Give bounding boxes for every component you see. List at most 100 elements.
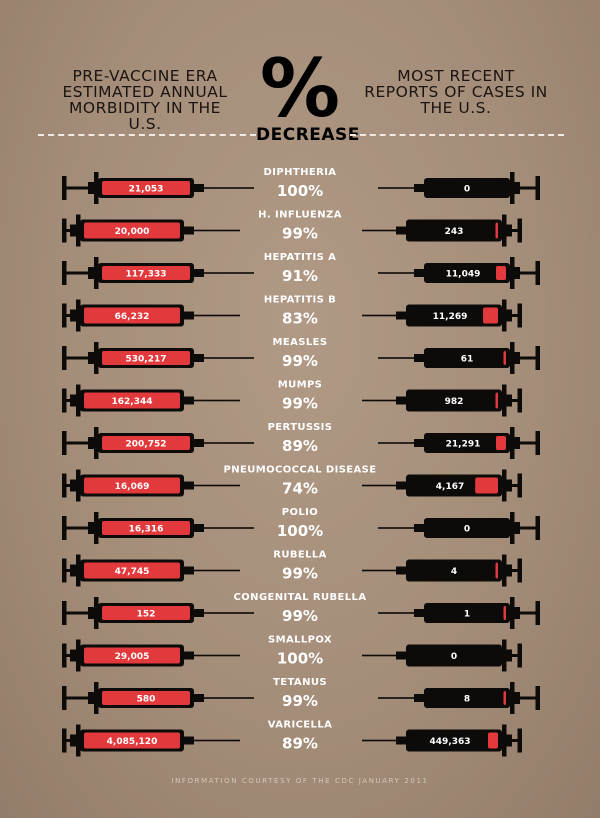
finger-flange <box>94 427 99 459</box>
plunger-thumb <box>62 601 67 625</box>
pre-vaccine-value: 20,000 <box>115 227 150 237</box>
needle-hub <box>184 226 194 235</box>
plunger-piston <box>70 564 77 577</box>
decrease-percent: 99% <box>282 607 318 625</box>
decrease-percent: 83% <box>282 310 318 328</box>
decrease-percent: 99% <box>282 395 318 413</box>
recent-cases-syringe: 243 <box>362 214 522 247</box>
pre-vaccine-syringe: 580 <box>62 682 254 714</box>
pre-vaccine-syringe: 530,217 <box>62 342 254 374</box>
finger-flange <box>76 214 81 247</box>
pre-vaccine-syringe: 162,344 <box>62 384 240 417</box>
pre-vaccine-value: 4,085,120 <box>107 737 158 747</box>
needle <box>194 314 240 317</box>
recent-cases-value: 0 <box>464 524 470 534</box>
plunger-rod <box>514 696 540 700</box>
syringe-barrel <box>406 219 502 242</box>
source-credit: INFORMATION COURTESY OF THE CDC JANUARY … <box>171 777 429 785</box>
disease-label: PERTUSSIS <box>268 422 333 433</box>
recent-cases-value: 11,049 <box>446 269 481 279</box>
barrel-fluid <box>102 266 190 280</box>
pre-vaccine-value: 117,333 <box>126 269 167 279</box>
plunger-rod <box>506 229 522 232</box>
plunger-thumb <box>62 218 67 243</box>
needle-hub <box>396 226 406 235</box>
needle-hub <box>184 651 194 660</box>
decrease-percent: 100% <box>277 650 323 668</box>
finger-flange <box>94 682 99 714</box>
plunger-rod <box>506 314 522 317</box>
needle-hub <box>414 609 424 617</box>
plunger-piston <box>88 437 95 449</box>
plunger-piston <box>88 182 95 194</box>
needle-hub <box>184 566 194 575</box>
plunger-piston <box>70 734 77 747</box>
pre-vaccine-column-title: PRE-VACCINE ERA ESTIMATED ANNUAL MORBIDI… <box>62 67 228 133</box>
needle <box>194 229 240 232</box>
plunger-thumb <box>62 176 67 200</box>
plunger-rod <box>62 441 98 445</box>
finger-flange <box>502 724 507 757</box>
plunger-thumb <box>535 686 540 710</box>
pre-vaccine-syringe: 152 <box>62 597 254 629</box>
decrease-label: DECREASE <box>256 125 360 145</box>
plunger-thumb <box>517 303 522 328</box>
plunger-piston <box>70 224 77 237</box>
pre-vaccine-syringe: 21,053 <box>62 172 254 204</box>
finger-flange <box>76 299 81 332</box>
recent-cases-value: 0 <box>464 184 470 194</box>
plunger-thumb <box>535 601 540 625</box>
disease-label: H. INFLUENZA <box>258 210 342 221</box>
needle-hub <box>194 439 204 447</box>
plunger-thumb <box>517 558 522 583</box>
finger-flange <box>510 427 515 459</box>
pre-vaccine-value: 200,752 <box>126 439 167 449</box>
needle-hub <box>194 269 204 277</box>
needle <box>204 612 254 614</box>
recent-cases-syringe: 1 <box>378 597 540 629</box>
decrease-percent: 74% <box>282 480 318 498</box>
barrel-fluid <box>102 691 190 705</box>
recent-cases-value: 21,291 <box>446 439 481 449</box>
decrease-percent: 99% <box>282 352 318 370</box>
needle <box>204 272 254 274</box>
finger-flange <box>510 597 515 629</box>
needle <box>378 527 424 529</box>
decrease-percent: 100% <box>277 182 323 200</box>
plunger-thumb <box>62 303 67 328</box>
plunger-thumb <box>535 346 540 370</box>
plunger-thumb <box>517 728 522 753</box>
plunger-piston <box>70 479 77 492</box>
disease-label: DIPHTHERIA <box>264 167 337 178</box>
plunger-piston <box>88 267 95 279</box>
pre-vaccine-syringe: 47,745 <box>62 554 240 587</box>
plunger-thumb <box>517 473 522 498</box>
recent-cases-value: 61 <box>461 354 474 364</box>
plunger-thumb <box>535 176 540 200</box>
decrease-percent: 99% <box>282 692 318 710</box>
needle <box>362 229 406 232</box>
barrel-fluid <box>475 477 498 494</box>
recent-cases-value: 243 <box>445 227 464 237</box>
pre-vaccine-value: 66,232 <box>115 312 150 322</box>
needle <box>378 272 424 274</box>
plunger-thumb <box>517 643 522 668</box>
pre-vaccine-value: 152 <box>137 609 156 619</box>
decrease-percent: 100% <box>277 522 323 540</box>
plunger-rod <box>62 186 98 190</box>
decrease-percent: 99% <box>282 565 318 583</box>
barrel-fluid <box>84 307 180 324</box>
plunger-thumb <box>535 431 540 455</box>
recent-cases-value: 4 <box>451 567 457 577</box>
pre-vaccine-syringe: 66,232 <box>62 299 240 332</box>
barrel-fluid <box>84 647 180 664</box>
plunger-piston <box>88 352 95 364</box>
needle <box>362 484 406 487</box>
needle-hub <box>184 736 194 745</box>
needle-hub <box>414 354 424 362</box>
plunger-rod <box>514 186 540 190</box>
plunger-thumb <box>535 261 540 285</box>
finger-flange <box>510 512 515 544</box>
needle-hub <box>194 184 204 192</box>
barrel-fluid <box>102 436 190 450</box>
